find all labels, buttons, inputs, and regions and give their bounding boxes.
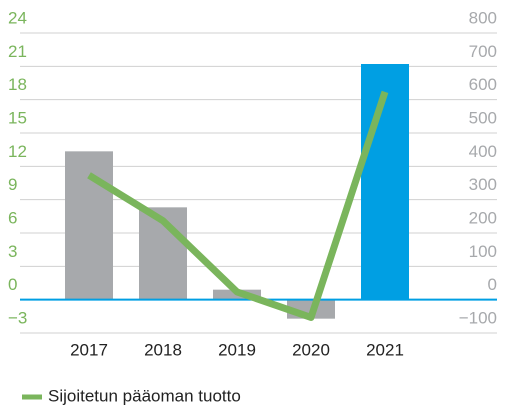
y-tick-label: 3 bbox=[8, 242, 17, 261]
y-tick-label: 15 bbox=[8, 108, 27, 127]
x-tick-label: 2018 bbox=[144, 340, 182, 359]
y-tick-label: 24 bbox=[8, 8, 27, 27]
line bbox=[87, 90, 389, 321]
x-tick-label: 2019 bbox=[218, 340, 256, 359]
x-tick-label: 2017 bbox=[70, 340, 108, 359]
y2-tick-label: 0 bbox=[488, 275, 497, 294]
x-tick-label: 2020 bbox=[292, 340, 330, 359]
y-tick-label: 12 bbox=[8, 142, 27, 161]
y2-tick-label: 300 bbox=[469, 175, 497, 194]
y2-tick-label: 800 bbox=[469, 8, 497, 27]
y-tick-label: 9 bbox=[8, 175, 17, 194]
y2-tick-label: 500 bbox=[469, 108, 497, 127]
bar bbox=[65, 151, 113, 300]
y-tick-label: 18 bbox=[8, 75, 27, 94]
y2-tick-label: −100 bbox=[459, 308, 497, 327]
y2-tick-label: 100 bbox=[469, 242, 497, 261]
y2-tick-label: 400 bbox=[469, 142, 497, 161]
y-tick-label: 6 bbox=[8, 208, 17, 227]
bar bbox=[361, 64, 409, 300]
y2-tick-label: 200 bbox=[469, 208, 497, 227]
y-tick-label: −3 bbox=[8, 308, 27, 327]
legend-label: Sijoitetun pääoman tuotto bbox=[48, 386, 241, 405]
y-tick-label: 0 bbox=[8, 275, 17, 294]
y2-tick-label: 600 bbox=[469, 75, 497, 94]
x-tick-label: 2021 bbox=[366, 340, 404, 359]
y-tick-label: 21 bbox=[8, 42, 27, 61]
y2-tick-label: 700 bbox=[469, 42, 497, 61]
